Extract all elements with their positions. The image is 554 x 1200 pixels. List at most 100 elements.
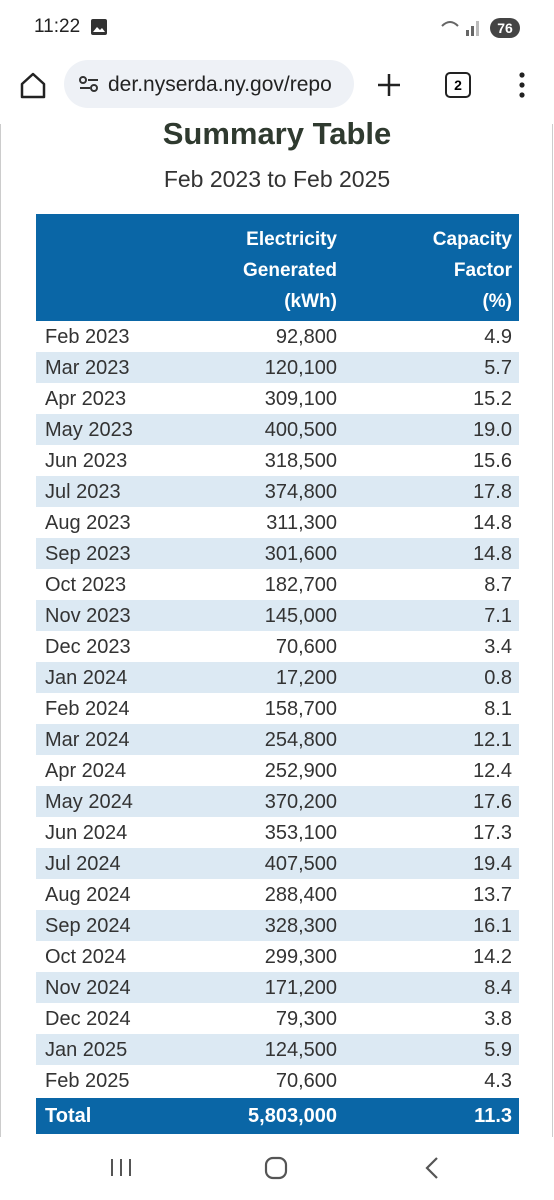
column-header: Electricity Generated (kWh): [243, 224, 337, 317]
month-cell: Nov 2024: [45, 977, 131, 999]
value-cell: 288,400: [264, 884, 337, 906]
tab-count[interactable]: 2: [445, 72, 471, 98]
value-cell: 19.4: [473, 853, 512, 875]
value-cell: 14.8: [473, 512, 512, 534]
new-tab-button[interactable]: [376, 72, 402, 98]
value-cell: 4.3: [484, 1070, 512, 1092]
title: Summary Table: [162, 116, 392, 151]
back-button[interactable]: [425, 1157, 438, 1179]
month-cell: Feb 2024: [45, 698, 130, 720]
month-cell: Dec 2023: [45, 636, 131, 658]
subtitle: Feb 2023 to Feb 2025: [163, 166, 391, 192]
month-cell: Apr 2023: [45, 388, 127, 410]
table-row: Apr 2024 252,900 12.4: [36, 755, 519, 786]
signal-icon: [441, 21, 479, 36]
url-bar[interactable]: [64, 60, 354, 108]
table-row: Oct 2024 299,300 14.2: [36, 941, 519, 972]
value-cell: 301,600: [264, 543, 337, 565]
value-cell: 120,100: [264, 357, 337, 379]
value-cell: 0.8: [484, 667, 512, 689]
value-cell: 171,200: [264, 977, 337, 999]
table-row: Sep 2024 328,300 16.1: [36, 910, 519, 941]
value-cell: 407,500: [264, 853, 337, 875]
web-page: [0, 124, 553, 1137]
table-row: Jul 2024 407,500 19.4: [36, 848, 519, 879]
value-cell: 16.1: [473, 915, 512, 937]
table-row: Feb 2024 158,700 8.1: [36, 693, 519, 724]
table-row: Dec 2023 70,600 3.4: [36, 631, 519, 662]
value-cell: 92,800: [275, 326, 337, 348]
month-cell: Oct 2024: [45, 946, 127, 968]
month-cell: Sep 2023: [45, 543, 131, 565]
nav-bar: [111, 1156, 438, 1180]
gallery-icon: [91, 19, 107, 35]
table-row: Jun 2024 353,100 17.3: [36, 817, 519, 848]
month-cell: Aug 2024: [45, 884, 131, 906]
header-line: Capacity: [432, 229, 512, 250]
value-cell: 254,800: [264, 729, 337, 751]
value-cell: 299,300: [264, 946, 337, 968]
month-cell: Feb 2025: [45, 1070, 130, 1092]
header-line: Generated: [243, 260, 337, 281]
home-button[interactable]: [18, 70, 48, 100]
month-cell: Jan 2025: [45, 1039, 128, 1061]
value-cell: 309,100: [264, 388, 337, 410]
table-row: Mar 2023 120,100 5.7: [36, 352, 519, 383]
value-cell: 4.9: [484, 326, 512, 348]
table-row: Mar 2024 254,800 12.1: [36, 724, 519, 755]
month-cell: Sep 2024: [45, 915, 131, 937]
table-row: Apr 2023 309,100 15.2: [36, 383, 519, 414]
value-cell: 328,300: [264, 915, 337, 937]
value-cell: 311,300: [266, 512, 337, 534]
month-cell: May 2024: [45, 791, 133, 813]
table-row: Jul 2023 374,800 17.8: [36, 476, 519, 507]
column-header: Capacity Factor (%): [433, 224, 512, 317]
recents-button[interactable]: [111, 1159, 131, 1176]
month-cell: May 2023: [45, 419, 133, 441]
value-cell: 374,800: [264, 481, 337, 503]
table-row: Aug 2023 311,300 14.8: [36, 507, 519, 538]
battery: 76: [490, 18, 520, 38]
header-line: (kWh): [284, 291, 337, 312]
table-row: Sep 2023 301,600 14.8: [36, 538, 519, 569]
url[interactable]: der.nyserda.ny.gov/repo: [108, 73, 332, 96]
home-nav-button[interactable]: [264, 1156, 288, 1180]
value-cell: 124,500: [264, 1039, 337, 1061]
total-row: Total 5,803,000 11.3: [36, 1098, 519, 1134]
value-cell: 19.0: [473, 419, 512, 441]
value-cell: 17.8: [473, 481, 512, 503]
value-cell: 182,700: [264, 574, 337, 596]
table-row: Oct 2023 182,700 8.7: [36, 569, 519, 600]
month-cell: Oct 2023: [45, 574, 127, 596]
value-cell: 158,700: [264, 698, 337, 720]
month-cell: Jun 2024: [45, 822, 128, 844]
month-cell: Feb 2023: [45, 326, 130, 348]
month-cell: Dec 2024: [45, 1008, 131, 1030]
menu-button[interactable]: [512, 70, 532, 100]
header-line: (%): [482, 291, 512, 312]
table-row: Dec 2024 79,300 3.8: [36, 1003, 519, 1034]
month-cell: Jan 2024: [45, 667, 128, 689]
total-cell: 5,803,000: [248, 1105, 337, 1127]
value-cell: 70,600: [275, 1070, 337, 1092]
header-line: Factor: [453, 260, 512, 281]
value-cell: 400,500: [264, 419, 337, 441]
value-cell: 15.2: [473, 388, 512, 410]
value-cell: 12.1: [473, 729, 512, 751]
table-row: May 2023 400,500 19.0: [36, 414, 519, 445]
value-cell: 8.1: [484, 698, 512, 720]
month-cell: Nov 2023: [45, 605, 131, 627]
value-cell: 252,900: [264, 760, 337, 782]
month-cell: Apr 2024: [45, 760, 127, 782]
value-cell: 70,600: [275, 636, 337, 658]
value-cell: 8.4: [484, 977, 512, 999]
value-cell: 3.4: [484, 636, 512, 658]
value-cell: 14.8: [473, 543, 512, 565]
table-header: Electricity Generated (kWh) Capacity Factor (…: [36, 214, 519, 321]
value-cell: 5.9: [484, 1039, 512, 1061]
site-info-icon[interactable]: [78, 74, 100, 94]
value-cell: 7.1: [484, 605, 512, 627]
value-cell: 17,200: [275, 667, 337, 689]
value-cell: 17.6: [473, 791, 512, 813]
value-cell: 8.7: [484, 574, 512, 596]
